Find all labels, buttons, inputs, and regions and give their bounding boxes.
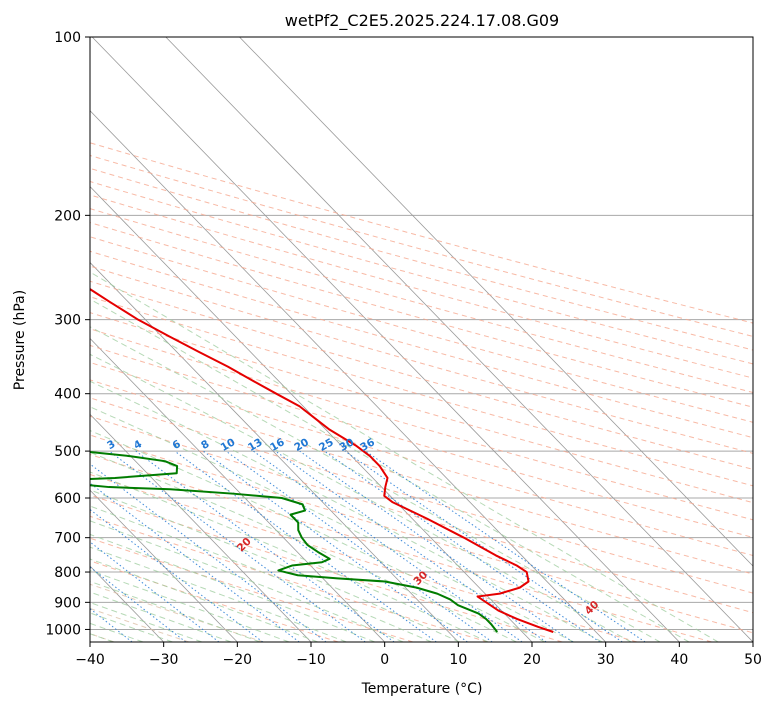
dry-adiabat (90, 397, 753, 594)
mixing-ratio-lines (90, 450, 646, 642)
mixing-ratio-line (90, 482, 300, 642)
x-tick-label: −30 (149, 652, 179, 668)
dry-adiabat-label: 10 (76, 505, 95, 524)
plot-area: -100-90-80-70-60-50-40-30-20-10010203040… (76, 37, 753, 642)
x-tick-label: −10 (296, 652, 326, 668)
y-tick-label: 100 (54, 30, 81, 46)
y-tick-label: 200 (54, 208, 81, 224)
mixing-ratio-line (365, 450, 646, 642)
dry-adiabat (90, 453, 712, 642)
dry-adiabat (90, 361, 753, 557)
mixing-ratio-line (202, 450, 468, 642)
moist-adiabat (90, 558, 318, 642)
x-tick-label: −40 (75, 652, 105, 668)
moist-adiabats (90, 271, 719, 642)
mixing-ratio-line (344, 450, 623, 642)
dry-adiabat (90, 296, 753, 487)
y-axis: 100 200 300 400 500 600 700 800 900 1000 (45, 30, 90, 638)
plot-frame (89, 36, 754, 643)
moist-adiabat (90, 451, 517, 642)
x-tick-label: −20 (223, 652, 253, 668)
mixing-ratio-line (225, 450, 493, 642)
mixing-ratio-line (108, 450, 366, 642)
moist-adiabat (90, 298, 690, 642)
isotherm-line (90, 413, 312, 642)
mixing-ratio-line (135, 450, 395, 642)
x-tick-label: 20 (523, 652, 541, 668)
sounding-profiles (90, 287, 554, 633)
dry-adiabat (90, 515, 488, 642)
dry-adiabat (90, 312, 753, 504)
isotherm-line (91, 37, 680, 642)
mixing-ratio-line (90, 463, 327, 642)
dry-adiabats (90, 142, 753, 642)
dry-adiabat (90, 250, 753, 439)
isotherm-line (90, 186, 533, 642)
dry-adiabat (90, 473, 638, 642)
isotherm-line (165, 37, 753, 642)
y-tick-label: 1000 (45, 622, 81, 638)
moist-adiabat (90, 406, 574, 642)
mixing-ratio-line (90, 541, 220, 642)
chart-title: wetPf2_C2E5.2025.224.17.08.G09 (285, 11, 559, 31)
dry-adiabat (90, 379, 753, 575)
moist-adiabat (90, 271, 719, 642)
mixing-ratio-line (90, 508, 264, 642)
dry-adiabat (90, 494, 563, 642)
y-tick-label: 500 (54, 444, 81, 460)
y-tick-label: 800 (54, 565, 81, 581)
moist-adiabat (90, 326, 661, 642)
moist-adiabat (90, 533, 375, 642)
dry-adiabat (90, 194, 753, 379)
y-tick-label: 700 (54, 531, 81, 547)
y-tick-label: 300 (54, 313, 81, 329)
x-axis: −40 −30 −20 −10 0 10 20 30 40 50 (75, 642, 762, 668)
x-tick-label: 0 (380, 652, 389, 668)
y-tick-label: 600 (54, 491, 81, 507)
isotherm-grid (90, 37, 753, 642)
dry-adiabat (90, 265, 753, 454)
x-tick-label: 30 (597, 652, 615, 668)
moist-adiabat (90, 489, 460, 642)
mixing-ratio-line (275, 450, 547, 642)
y-axis-title: Pressure (hPa) (12, 290, 28, 390)
mixing-ratio-line (324, 450, 601, 642)
x-tick-label: 10 (449, 652, 467, 668)
isotherm-line (90, 110, 606, 642)
x-tick-label: 50 (744, 652, 762, 668)
dry-adiabat (90, 208, 753, 394)
isotherm-line (90, 261, 459, 642)
x-axis-title: Temperature (°C) (361, 681, 483, 697)
isotherm-line (90, 489, 238, 642)
dry-adiabat (90, 167, 753, 351)
moist-adiabat (90, 569, 290, 642)
dewpoint-profile (90, 450, 499, 633)
y-tick-label: 400 (54, 387, 81, 403)
isotherm-line (239, 37, 753, 567)
moist-adiabat (90, 430, 546, 642)
moist-adiabat (90, 380, 603, 642)
x-tick-label: 40 (670, 652, 688, 668)
moist-adiabat (90, 353, 632, 642)
y-tick-label: 900 (54, 595, 81, 611)
temperature-profile (90, 287, 554, 633)
isotherm-line (90, 337, 385, 642)
moist-adiabat (90, 520, 404, 642)
moist-adiabat (90, 580, 261, 642)
